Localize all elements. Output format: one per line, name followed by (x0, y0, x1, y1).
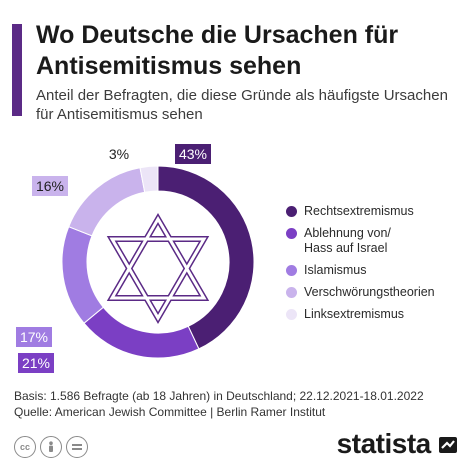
basis-note: Basis: 1.586 Befragte (ab 18 Jahren) in … (14, 389, 424, 403)
person-icon[interactable] (40, 436, 62, 458)
brand-name: statista (336, 428, 432, 459)
equals-icon[interactable] (66, 436, 88, 458)
data-label: 21% (18, 353, 54, 373)
data-label: 43% (175, 144, 211, 164)
footer: Basis: 1.586 Befragte (ab 18 Jahren) in … (14, 388, 464, 420)
star-of-david-icon (106, 213, 210, 324)
donut-slice (157, 165, 255, 350)
legend-swatch (286, 287, 297, 298)
statista-logo[interactable]: statista (337, 428, 458, 460)
chart-title: Wo Deutsche die Ursachen für Antisemitis… (36, 21, 399, 80)
data-label-text: 17% (20, 329, 48, 345)
legend-item: Verschwörungstheorien (286, 285, 466, 300)
legend-label: Rechtsextremismus (304, 204, 414, 218)
data-label-text: 21% (22, 355, 50, 371)
legend-item: Rechtsextremismus (286, 204, 466, 219)
legend-label: Verschwörungstheorien (304, 285, 435, 299)
legend-swatch (286, 309, 297, 320)
data-label-text: 3% (109, 146, 129, 162)
data-label: 17% (16, 327, 52, 347)
cc-icon[interactable]: cc (14, 436, 36, 458)
data-label-box (175, 144, 211, 164)
data-label-box (16, 327, 52, 347)
legend: Rechtsextremismus Ablehnung von/ Hass auf… (286, 204, 466, 329)
data-label-text: 16% (36, 178, 64, 194)
legend-label: Linksextremismus (304, 307, 405, 321)
legend-label: Ablehnung von/ Hass auf Israel (304, 226, 391, 255)
data-label-text: 43% (179, 146, 207, 162)
data-label: 16% (32, 176, 68, 196)
data-label-box (18, 353, 54, 373)
legend-swatch (286, 265, 297, 276)
license-icons: cc (14, 436, 88, 458)
chart-subtitle: Anteil der Befragten, die diese Gründe a… (36, 87, 448, 123)
accent-bar (12, 24, 22, 116)
legend-swatch (286, 228, 297, 239)
donut-slice (61, 226, 104, 324)
legend-item: Islamismus (286, 263, 466, 278)
source-note: Quelle: American Jewish Committee | Berl… (14, 405, 326, 419)
donut-slice (68, 167, 146, 237)
donut-slice (139, 165, 159, 193)
data-label-box (32, 176, 68, 196)
data-label: 3% (101, 144, 137, 164)
legend-item: Ablehnung von/ Hass auf Israel (286, 226, 466, 256)
legend-swatch (286, 206, 297, 217)
data-label-box (101, 144, 137, 164)
legend-item: Linksextremismus (286, 307, 466, 322)
donut-slice (83, 306, 200, 359)
statista-logo-mark (439, 437, 457, 453)
legend-label: Islamismus (304, 263, 367, 277)
